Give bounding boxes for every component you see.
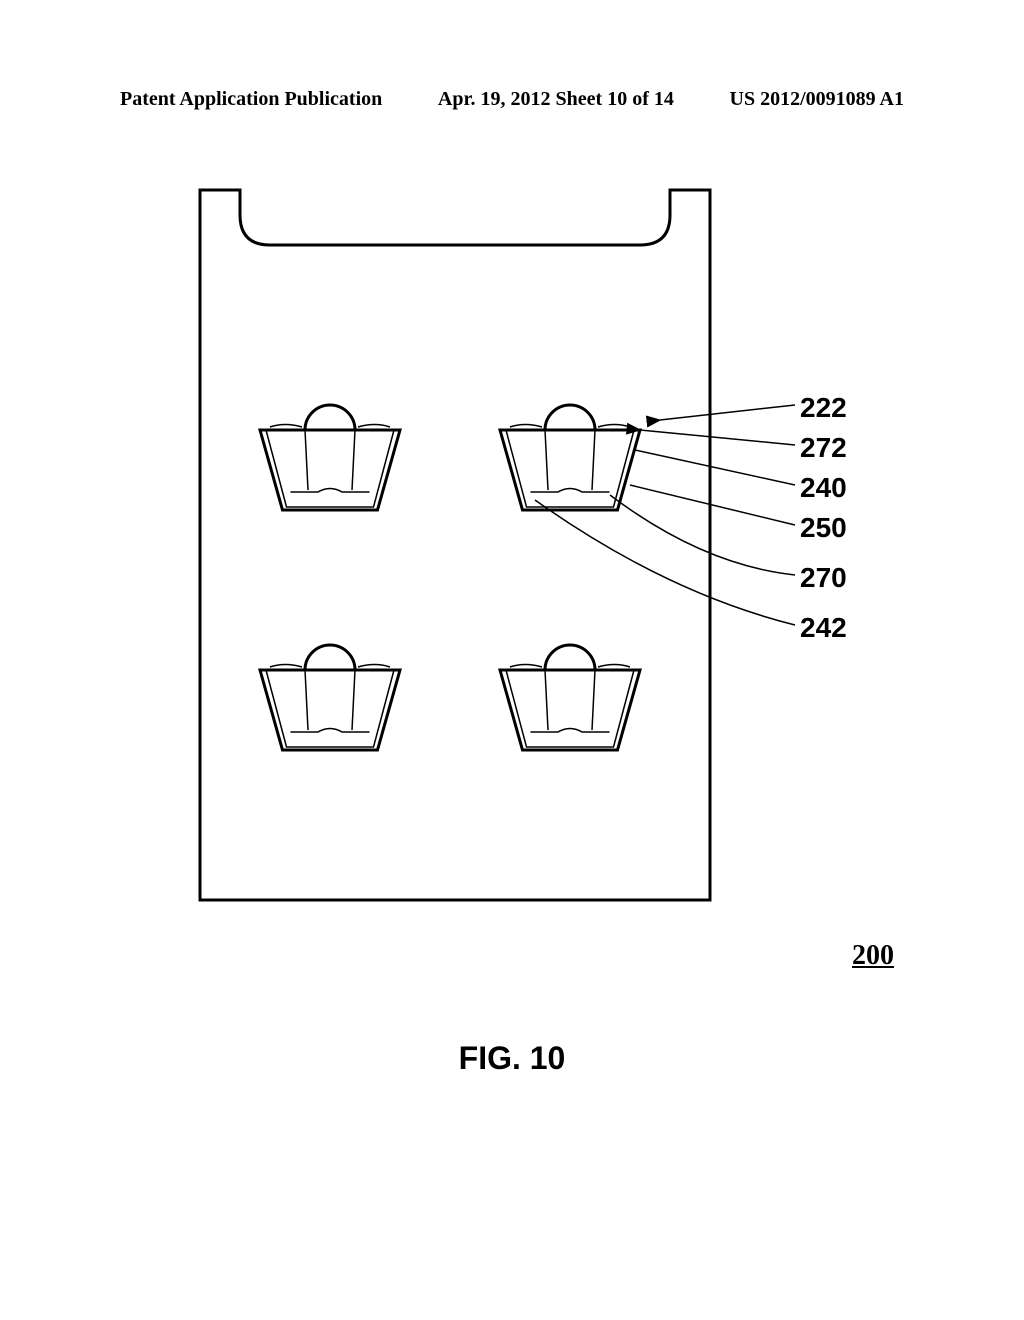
figure-number: 200 bbox=[852, 940, 894, 972]
patent-figure bbox=[0, 0, 1024, 1320]
reference-label: 272 bbox=[800, 432, 847, 464]
reference-label: 240 bbox=[800, 472, 847, 504]
reference-label: 270 bbox=[800, 562, 847, 594]
reference-label: 222 bbox=[800, 392, 847, 424]
reference-label: 242 bbox=[800, 612, 847, 644]
reference-label: 250 bbox=[800, 512, 847, 544]
figure-caption: FIG. 10 bbox=[0, 1040, 1024, 1077]
